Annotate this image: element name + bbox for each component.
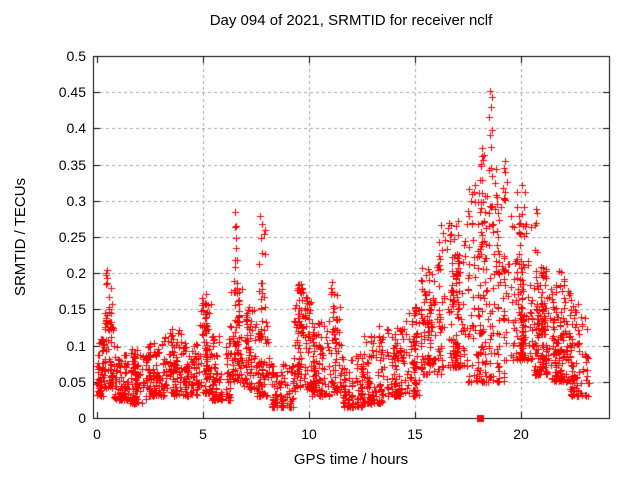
y-tick-label: 0.25 xyxy=(58,229,86,245)
x-tick-label: 10 xyxy=(301,426,317,442)
y-tick-label: 0.4 xyxy=(66,120,86,136)
x-tick-label: 15 xyxy=(407,426,423,442)
y-tick-label: 0.15 xyxy=(58,301,86,317)
y-tick-label: 0.45 xyxy=(58,84,86,100)
y-tick-label: 0.1 xyxy=(66,338,86,354)
y-tick-label: 0.35 xyxy=(58,157,86,173)
y-tick-label: 0.2 xyxy=(66,265,86,281)
y-tick-label: 0 xyxy=(78,410,86,426)
x-tick-label: 0 xyxy=(93,426,101,442)
x-axis-label: GPS time / hours xyxy=(293,451,409,468)
y-tick-label: 0.5 xyxy=(66,48,86,64)
chart-title: Day 094 of 2021, SRMTID for receiver ncl… xyxy=(209,12,493,29)
y-tick-label: 0.05 xyxy=(58,374,86,390)
y-tick-label: 0.3 xyxy=(66,193,86,209)
x-tick-label: 20 xyxy=(513,426,529,442)
x-tick-label: 5 xyxy=(199,426,207,442)
